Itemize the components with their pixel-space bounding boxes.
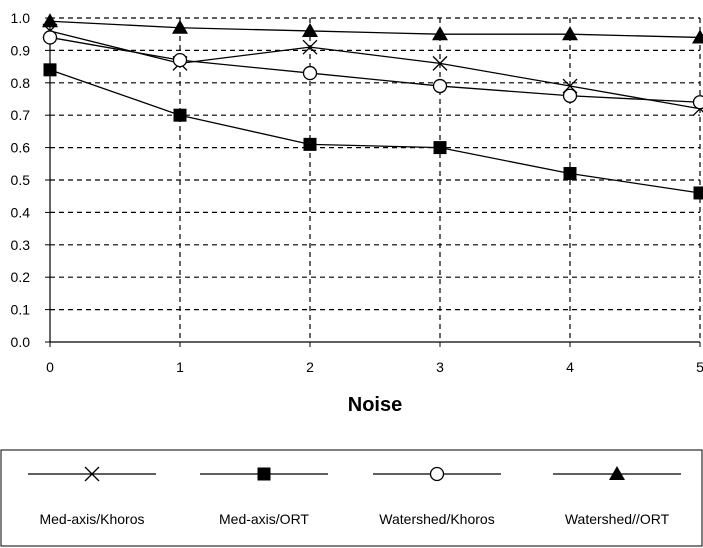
data-point-triangle: [562, 26, 578, 41]
legend-entry: Med-axis/Khoros: [28, 466, 156, 527]
x-tick-label: 0: [46, 359, 54, 375]
x-tick-label: 5: [696, 359, 703, 375]
data-point-square: [693, 186, 703, 200]
y-tick-label: 0.0: [11, 334, 31, 350]
data-point-square: [173, 108, 187, 122]
data-point-x: [302, 39, 318, 55]
data-point-square: [433, 141, 447, 155]
data-point-triangle: [432, 26, 448, 41]
legend: Med-axis/Khoros Med-axis/ORT Watershed/Kho…: [0, 449, 703, 547]
axes: [45, 17, 701, 347]
legend-marker-square: [257, 467, 271, 481]
tick-labels: 0.0 0.1 0.2 0.3 0.4 0.5 0.6 0.7 0.8 0.9 1.0 0 1 2 3 4 5: [11, 10, 703, 375]
legend-box: [0, 449, 703, 547]
legend-marker-x: [84, 466, 100, 482]
x-axis-label: Noise: [348, 394, 402, 416]
series-line: [49, 36, 701, 103]
y-tick-label: 0.4: [11, 204, 31, 220]
series-lines: [42, 13, 703, 200]
legend-entry: Watershed/Khoros: [373, 466, 501, 527]
legend-label: Watershed/Khoros: [379, 511, 494, 527]
x-tick-label: 1: [176, 359, 184, 375]
y-tick-label: 0.1: [11, 302, 31, 318]
legend-marker-circle: [429, 466, 445, 482]
x-tick-label: 3: [436, 359, 444, 375]
legend-marker-triangle: [609, 466, 625, 480]
x-tick-label: 4: [566, 359, 574, 375]
series-square: [43, 63, 703, 200]
series-circle: [42, 30, 703, 110]
legend-entry: Med-axis/ORT: [200, 467, 328, 527]
x-tick-label: 2: [306, 359, 314, 375]
y-tick-label: 0.7: [11, 107, 31, 123]
data-point-square: [43, 63, 57, 77]
data-point-triangle: [42, 13, 58, 28]
data-point-triangle: [302, 22, 318, 37]
data-point-square: [303, 137, 317, 151]
y-tick-label: 1.0: [11, 10, 31, 26]
y-tick-label: 0.9: [11, 42, 31, 58]
data-point-triangle: [172, 19, 188, 34]
series-line: [49, 20, 701, 39]
data-point-circle: [302, 65, 318, 81]
data-point-triangle: [692, 29, 703, 44]
data-point-circle: [432, 78, 448, 94]
legend-label: Med-axis/ORT: [219, 511, 309, 527]
y-tick-label: 0.5: [11, 172, 31, 188]
data-point-x: [432, 55, 448, 71]
series-triangle: [42, 13, 703, 44]
y-tick-label: 0.3: [11, 237, 31, 253]
series-line: [49, 30, 701, 110]
data-point-circle: [692, 95, 703, 110]
data-point-circle: [42, 30, 58, 45]
series-line: [49, 69, 701, 194]
legend-label: Med-axis/Khoros: [39, 511, 144, 527]
legend-label: Watershed//ORT: [565, 511, 670, 527]
grid: [50, 17, 701, 342]
y-tick-label: 0.8: [11, 75, 31, 91]
y-tick-label: 0.6: [11, 140, 31, 156]
data-point-square: [563, 167, 577, 181]
data-point-circle: [562, 88, 578, 103]
y-tick-label: 0.2: [11, 269, 31, 285]
data-point-circle: [172, 52, 188, 68]
legend-entry: Watershed//ORT: [553, 466, 681, 527]
